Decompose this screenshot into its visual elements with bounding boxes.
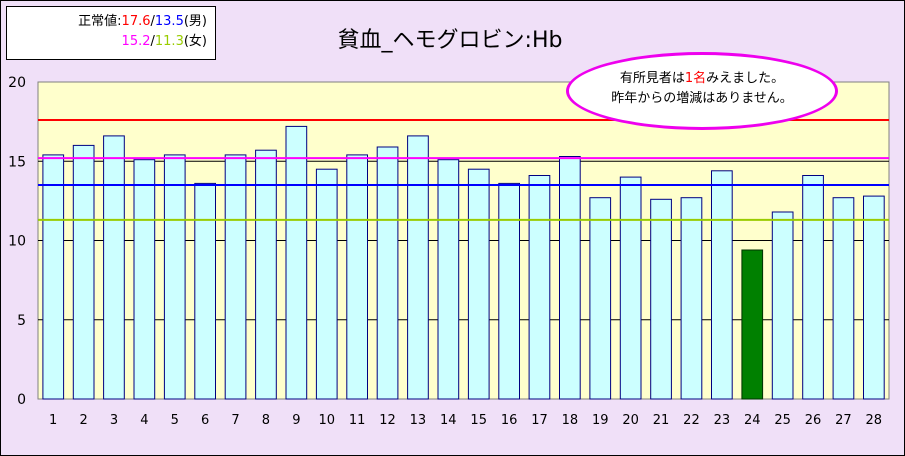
legend-female: 15.2/11.3(女) (122, 32, 207, 52)
x-tick-label: 12 (379, 413, 396, 428)
y-tick-label: 0 (17, 392, 26, 408)
x-tick-label: 18 (562, 413, 579, 428)
x-tick-label: 4 (140, 413, 148, 428)
x-tick-label: 26 (805, 413, 822, 428)
y-tick-label: 10 (8, 234, 26, 250)
bar (133, 159, 156, 400)
bar (711, 170, 733, 400)
female-high-value: 15.2 (121, 34, 151, 49)
bar (255, 149, 277, 400)
x-tick-label: 22 (683, 413, 700, 428)
x-tick-label: 2 (79, 413, 87, 428)
x-tick-label: 20 (622, 413, 639, 428)
bar (771, 211, 794, 400)
x-tick-label: 21 (653, 413, 670, 428)
bar (315, 168, 338, 400)
bar (194, 182, 217, 400)
y-axis-ticks: 0 5 10 15 20 (8, 75, 26, 408)
callout-text: 有所見者は (619, 71, 685, 86)
x-tick-label: 24 (744, 413, 761, 428)
callout-count: 1名 (684, 71, 707, 86)
male-high-value: 17.6 (121, 14, 151, 29)
callout-line-2: 昨年からの増減はありません。 (611, 91, 793, 106)
female-low-value: 11.3 (154, 34, 184, 49)
bar (650, 198, 672, 400)
callout-text: みえました。 (706, 71, 785, 86)
x-tick-label: 8 (262, 413, 270, 428)
x-tick-label: 27 (835, 413, 852, 428)
bar (832, 197, 855, 400)
bar (437, 159, 460, 400)
bar (376, 146, 399, 400)
x-tick-label: 19 (592, 413, 609, 428)
legend-prefix: 正常値: (78, 14, 122, 29)
x-tick-label: 23 (714, 413, 731, 428)
x-tick-label: 17 (531, 413, 548, 428)
x-tick-label: 3 (110, 413, 118, 428)
x-tick-label: 6 (201, 413, 209, 428)
x-tick-label: 5 (171, 413, 179, 428)
bar (559, 156, 581, 400)
bar (42, 154, 65, 400)
x-tick-label: 11 (349, 413, 366, 428)
bars (42, 125, 885, 400)
x-tick-label: 10 (318, 413, 335, 428)
x-tick-label: 28 (866, 413, 883, 428)
y-tick-label: 20 (8, 75, 26, 91)
bar (741, 249, 764, 400)
bar (528, 175, 551, 400)
x-tick-label: 14 (440, 413, 457, 428)
callout-line-1: 有所見者は1名みえました。 (569, 69, 835, 89)
y-tick-label: 5 (17, 313, 26, 329)
bar (467, 168, 490, 400)
x-tick-label: 25 (774, 413, 791, 428)
x-tick-label: 9 (292, 413, 300, 428)
x-tick-label: 15 (470, 413, 487, 428)
male-label: (男) (183, 14, 207, 29)
male-low-value: 13.5 (154, 14, 184, 29)
bar (103, 135, 125, 400)
x-axis-ticks: 1 2 3 4 5 6 7 8 9 10 11 12 13 14 15 16 17 18 19 20 21 22 23 24 2… (49, 413, 882, 428)
legend-separator: / (150, 14, 155, 29)
bar (802, 175, 824, 400)
normal-range-legend: 正常値:17.6/13.5(男) 15.2/11.3(女) (6, 6, 216, 60)
female-label: (女) (183, 34, 207, 49)
x-tick-label: 16 (501, 413, 518, 428)
bar (346, 154, 368, 400)
bar (407, 135, 429, 400)
bar (498, 182, 520, 400)
y-tick-label: 15 (8, 154, 26, 170)
bar (680, 197, 703, 400)
x-tick-label: 7 (231, 413, 239, 428)
findings-callout: 有所見者は1名みえました。 昨年からの増減はありません。 (566, 52, 838, 130)
bar (224, 154, 247, 400)
x-tick-label: 1 (49, 413, 57, 428)
bar (163, 154, 186, 400)
legend-separator: / (150, 34, 155, 49)
bar (285, 125, 308, 400)
chart-title: 貧血_ヘモグロビン:Hb (337, 28, 563, 53)
x-tick-label: 13 (410, 413, 427, 428)
bar (589, 197, 612, 400)
legend-male: 正常値:17.6/13.5(男) (78, 12, 207, 32)
bar (863, 195, 885, 400)
bar (619, 176, 642, 400)
bar (72, 144, 95, 400)
